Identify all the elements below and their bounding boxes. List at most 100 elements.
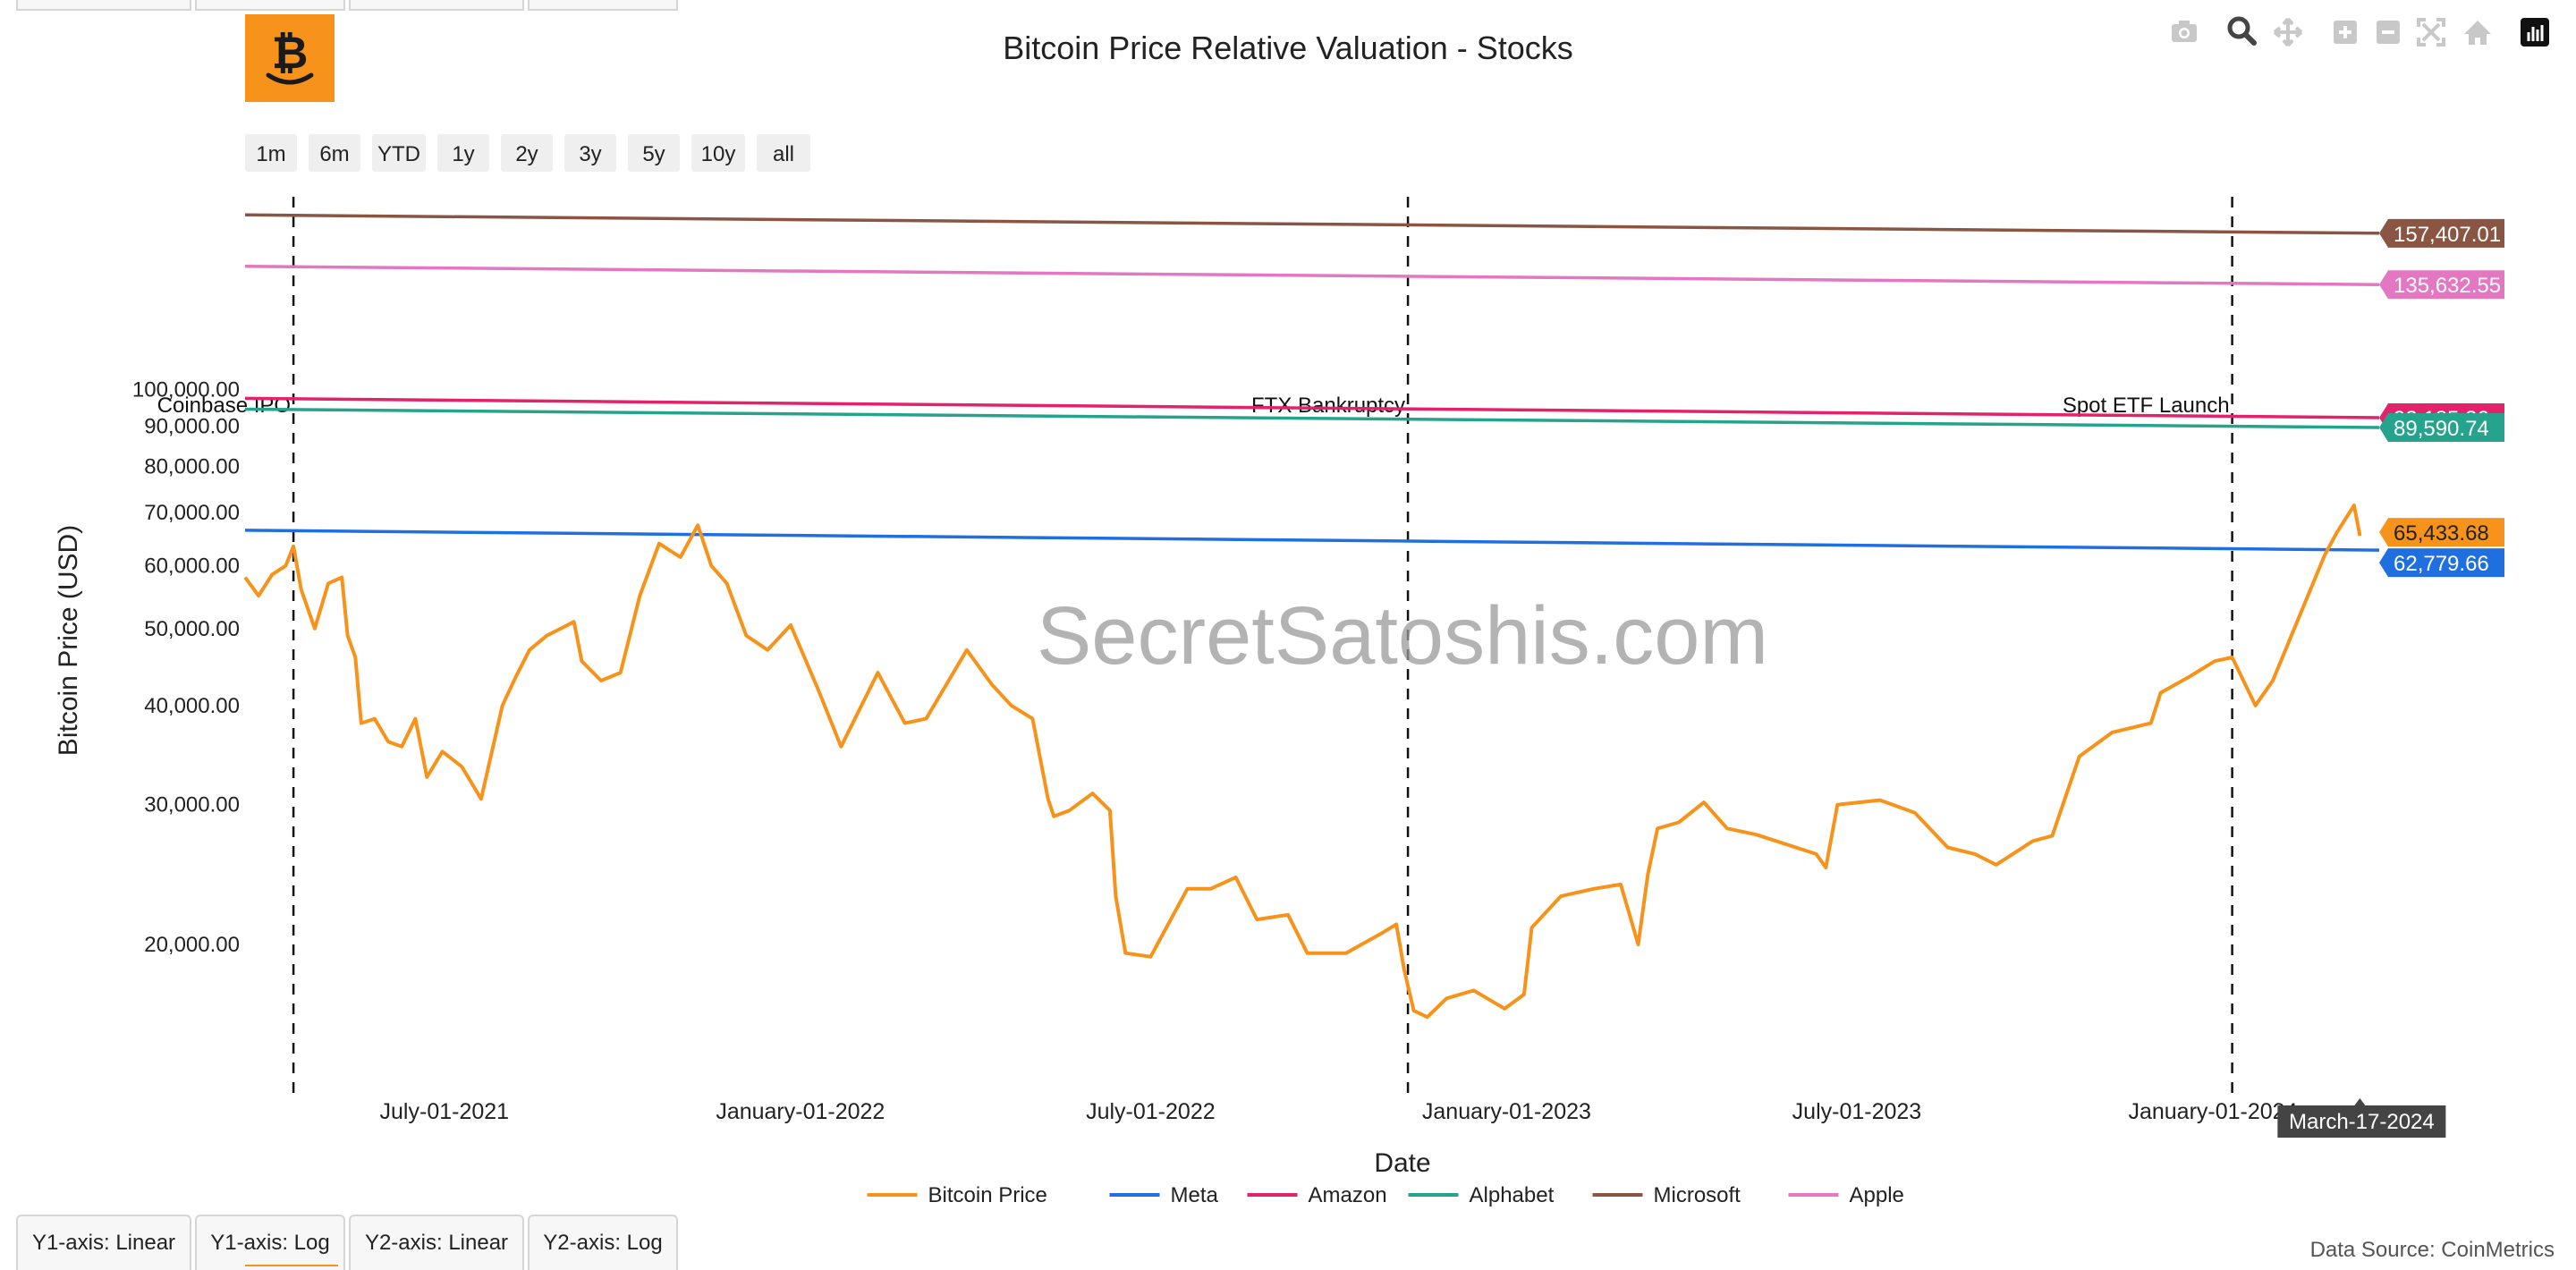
- legend-item-alphabet[interactable]: Alphabet: [1408, 1183, 1555, 1207]
- autoscale-icon[interactable]: [2417, 18, 2445, 47]
- pan-icon[interactable]: [2273, 17, 2303, 47]
- data-source-note: Data Source: CoinMetrics: [2309, 1238, 2555, 1262]
- range-button-label: 5y: [642, 142, 665, 166]
- x-tick-label: January-01-2022: [716, 1099, 885, 1124]
- axes: July-01-2021 January-01-2022 July-01-2022 J…: [132, 378, 2298, 1124]
- end-label-text: 157,407.01: [2394, 223, 2501, 247]
- range-button-label: all: [773, 142, 794, 166]
- series-line-alphabet: [244, 407, 2380, 429]
- hover-label: March-17-2024: [2277, 1098, 2446, 1138]
- end-label-box: [2379, 518, 2504, 547]
- range-button-label: 1m: [256, 142, 285, 166]
- legend-item-meta[interactable]: Meta: [1109, 1183, 1219, 1207]
- range-button-ytd[interactable]: YTD: [372, 134, 426, 172]
- legend-label: Bitcoin Price: [928, 1183, 1047, 1207]
- x-tick-label: January-01-2024: [2128, 1099, 2297, 1124]
- zoom-icon[interactable]: [2227, 16, 2257, 46]
- home-icon[interactable]: [2464, 21, 2491, 45]
- end-label-box: [2379, 548, 2504, 578]
- legend-label: Microsoft: [1654, 1183, 1741, 1207]
- end-label-box: [2379, 413, 2504, 443]
- zoom-out-icon[interactable]: [2377, 21, 2400, 44]
- range-button-1y[interactable]: 1y: [437, 134, 489, 172]
- end-label: 89,590.74: [2379, 413, 2504, 443]
- hover-text: March-17-2024: [2289, 1110, 2435, 1134]
- y-tick-label: 30,000.00: [144, 793, 240, 817]
- end-label-box: [2379, 270, 2504, 300]
- range-selector: 1m 6m YTD 1y 2y 3y 5y 10y all: [245, 134, 810, 172]
- end-labels: 62,779.6692,185.3689,590.74157,407.01135…: [2379, 218, 2504, 578]
- range-button-label: YTD: [377, 142, 420, 166]
- x-tick-label: July-01-2021: [380, 1099, 510, 1124]
- hover-box: [2277, 1105, 2446, 1138]
- series-line-microsoft: [244, 213, 2380, 235]
- x-axis-title: Date: [1374, 1148, 1430, 1178]
- series-line-meta: [244, 529, 2380, 552]
- end-label-text: 62,779.66: [2394, 552, 2489, 576]
- range-button-10y[interactable]: 10y: [691, 134, 745, 172]
- legend-item-apple[interactable]: Apple: [1788, 1183, 1904, 1207]
- range-button-bg: [372, 134, 426, 172]
- range-button-bg: [691, 134, 745, 172]
- modebar: [2172, 16, 2549, 47]
- legend-item-bitcoin-price[interactable]: Bitcoin Price: [867, 1183, 1047, 1207]
- end-label: 65,433.68: [2379, 518, 2504, 547]
- range-button-bg: [437, 134, 489, 172]
- range-button-3y[interactable]: 3y: [564, 134, 616, 172]
- range-button-1m[interactable]: 1m: [245, 134, 297, 172]
- legend-label: Apple: [1850, 1183, 1904, 1207]
- tab-y2-log[interactable]: Y2-axis: Log: [528, 1215, 678, 1270]
- top-tab-stub: [16, 0, 191, 11]
- tab-y1-linear[interactable]: Y1-axis: Linear: [16, 1215, 191, 1270]
- series-line-bitcoin-price: [243, 504, 2362, 1020]
- x-tick-label: January-01-2023: [1422, 1099, 1591, 1124]
- range-button-label: 1y: [452, 142, 474, 166]
- watermark: SecretSatoshis.com: [1037, 590, 1768, 682]
- series-line-amazon: [244, 396, 2380, 419]
- legend-item-microsoft[interactable]: Microsoft: [1592, 1183, 1741, 1207]
- y-tick-label: 20,000.00: [144, 933, 240, 957]
- x-tick-label: July-01-2023: [1792, 1099, 1922, 1124]
- end-label-text: 135,632.55: [2394, 274, 2501, 298]
- y-tick-label: 50,000.00: [144, 617, 240, 641]
- series-lines: [243, 213, 2380, 1020]
- hover-pointer: [2354, 1098, 2366, 1105]
- zoom-in-icon[interactable]: [2334, 21, 2357, 44]
- series-line-apple: [244, 265, 2380, 286]
- legend-item-amazon[interactable]: Amazon: [1247, 1183, 1387, 1207]
- legend: Bitcoin Price Meta Amazon Alphabet Microsoft…: [867, 1183, 1904, 1207]
- end-label-box: [2379, 218, 2504, 248]
- y-tick-label: 100,000.00: [132, 378, 240, 402]
- range-button-6m[interactable]: 6m: [309, 134, 360, 172]
- y-tick-label: 60,000.00: [144, 555, 240, 579]
- y-tick-label: 40,000.00: [144, 694, 240, 718]
- active-tab-indicator: [245, 1265, 338, 1266]
- end-label-text: 65,433.68: [2394, 521, 2489, 546]
- plotly-logo-icon[interactable]: [2521, 18, 2549, 47]
- legend-label: Alphabet: [1470, 1183, 1555, 1207]
- top-tab-stub: [349, 0, 524, 11]
- camera-icon[interactable]: [2172, 21, 2197, 42]
- end-label: 62,779.66: [2379, 548, 2504, 578]
- range-button-label: 6m: [319, 142, 349, 166]
- end-label-text: 89,590.74: [2394, 417, 2489, 441]
- range-button-bg: [564, 134, 616, 172]
- range-button-5y[interactable]: 5y: [628, 134, 680, 172]
- y-tick-label: 80,000.00: [144, 455, 240, 479]
- range-button-label: 2y: [515, 142, 538, 166]
- range-button-label: 10y: [701, 142, 736, 166]
- end-label: 135,632.55: [2379, 270, 2504, 300]
- tab-y2-linear[interactable]: Y2-axis: Linear: [349, 1215, 524, 1270]
- y-tick-label: 70,000.00: [144, 501, 240, 525]
- range-button-all[interactable]: all: [757, 134, 810, 172]
- range-button-bg: [245, 134, 297, 172]
- top-tab-stub: [528, 0, 678, 11]
- range-button-2y[interactable]: 2y: [501, 134, 553, 172]
- bitcoin-face-icon: ₿: [266, 27, 314, 85]
- range-button-label: 3y: [579, 142, 601, 166]
- tab-y1-log[interactable]: Y1-axis: Log: [195, 1215, 345, 1270]
- legend-label: Amazon: [1309, 1183, 1387, 1207]
- event-label: FTX Bankruptcy: [1251, 394, 1405, 418]
- range-button-bg: [309, 134, 360, 172]
